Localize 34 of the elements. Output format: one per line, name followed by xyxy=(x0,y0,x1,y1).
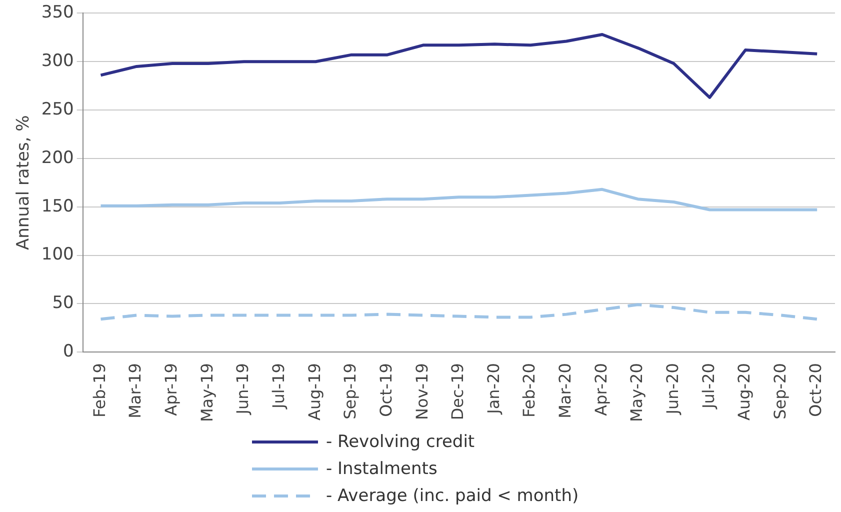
legend-label: - Revolving credit xyxy=(326,432,475,452)
x-tick-label: Mar-20 xyxy=(556,363,575,418)
x-tick-label: Jun-19 xyxy=(233,363,252,416)
x-tick-label: Aug-19 xyxy=(304,363,324,420)
line-series xyxy=(99,303,819,321)
x-tick-label: Aug-20 xyxy=(734,363,754,420)
x-tick-label: Jul-19 xyxy=(268,363,288,410)
x-tick-label: Dec-19 xyxy=(448,363,468,420)
x-tick-label: May-20 xyxy=(627,363,646,422)
x-tick-label: May-19 xyxy=(197,363,216,422)
y-tick-label: 50 xyxy=(52,293,74,314)
x-tick-label: Jun-20 xyxy=(662,363,682,416)
y-tick-label: 100 xyxy=(41,244,74,265)
x-tick-label: Oct-19 xyxy=(376,363,396,417)
y-tick-label: 200 xyxy=(41,148,74,168)
x-tick-label: Apr-20 xyxy=(591,363,610,416)
x-tick-label: Jan-20 xyxy=(484,363,503,415)
x-tick-label: Jul-20 xyxy=(698,363,718,410)
legend-label: - Average (inc. paid < month) xyxy=(326,486,579,506)
y-tick-label: 250 xyxy=(41,99,74,120)
x-tick-label: Feb-19 xyxy=(90,363,109,418)
y-tick-label: 300 xyxy=(41,51,74,72)
x-tick-label: Oct-20 xyxy=(806,363,826,417)
x-tick-label: Sep-19 xyxy=(340,363,360,420)
x-tick-label: Mar-19 xyxy=(126,363,145,418)
x-tick-label: Apr-19 xyxy=(162,363,181,416)
y-axis-title: Annual rates, % xyxy=(14,115,34,250)
y-tick-label: 350 xyxy=(41,2,74,23)
x-tick-label: Feb-20 xyxy=(520,363,539,418)
legend-label: - Instalments xyxy=(326,458,438,478)
y-tick-label: 0 xyxy=(63,341,74,362)
y-tick-label: 150 xyxy=(41,196,74,216)
x-tick-label: Nov-19 xyxy=(412,363,432,420)
x-tick-label: Sep-20 xyxy=(770,363,790,420)
